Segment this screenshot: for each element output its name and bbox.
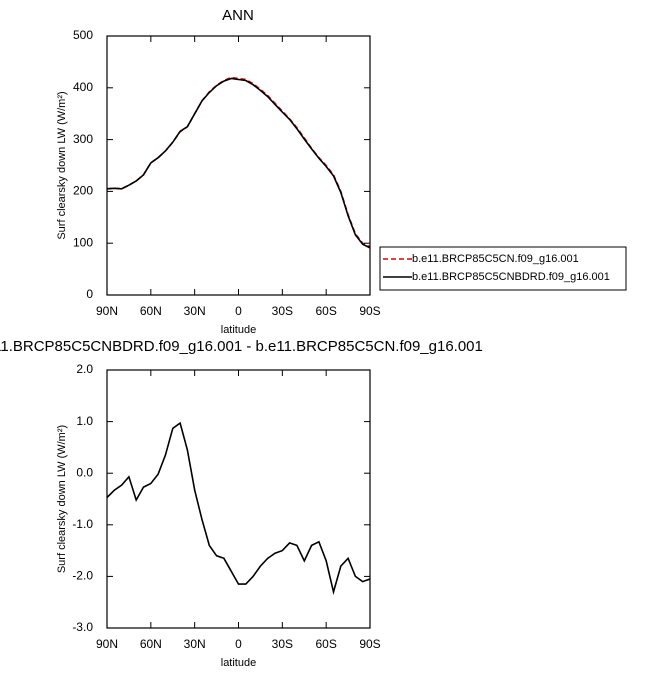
chart-title: 11.BRCP85C5CNBDRD.f09_g16.001 - b.e11.BR… [0, 338, 483, 355]
y-tick-label: -1.0 [72, 517, 93, 531]
y-axis-label: Surf clearsky down LW (W/m²) [56, 425, 68, 573]
x-tick-label: 0 [235, 304, 242, 318]
x-tick-label: 0 [235, 637, 242, 651]
x-tick-label: 90N [96, 304, 118, 318]
legend: b.e11.BRCP85C5CN.f09_g16.001 b.e11.BRCP85… [379, 246, 627, 291]
x-tick-label: 90S [359, 637, 380, 651]
y-tick-label: 500 [73, 28, 93, 42]
x-tick-label: 30N [184, 304, 206, 318]
data-line [106, 421, 371, 596]
plot-frame [106, 369, 371, 629]
x-axis-label: latitude [221, 324, 256, 336]
data-line [106, 77, 371, 249]
y-tick-label: 0.0 [76, 465, 93, 479]
y-tick-label: 1.0 [76, 414, 93, 428]
legend-box [379, 246, 627, 291]
x-tick-label: 60N [140, 637, 162, 651]
legend-label: b.e11.BRCP85C5CN.f09_g16.001 [412, 253, 579, 265]
x-tick-label: 30S [272, 304, 293, 318]
x-axis-label: latitude [221, 657, 256, 669]
y-tick-label: 300 [73, 132, 93, 146]
y-tick-label: 2.0 [76, 362, 93, 376]
x-tick-label: 60S [315, 637, 336, 651]
plot-frame [106, 35, 371, 296]
y-tick-label: -2.0 [72, 569, 93, 583]
y-tick-label: -3.0 [72, 620, 93, 634]
x-tick-label: 90N [96, 637, 118, 651]
data-line [106, 76, 371, 248]
x-tick-label: 30S [272, 637, 293, 651]
chart-title: ANN [222, 7, 254, 24]
y-tick-label: 400 [73, 80, 93, 94]
legend-label: b.e11.BRCP85C5CNBDRD.f09_g16.001 [412, 271, 610, 283]
y-tick-label: 0 [86, 287, 93, 301]
y-tick-label: 100 [73, 235, 93, 249]
y-tick-label: 200 [73, 184, 93, 198]
x-tick-label: 30N [184, 637, 206, 651]
y-axis-label: Surf clearsky down LW (W/m²) [56, 91, 68, 239]
x-tick-label: 90S [359, 304, 380, 318]
x-tick-label: 60N [140, 304, 162, 318]
x-tick-label: 60S [315, 304, 336, 318]
